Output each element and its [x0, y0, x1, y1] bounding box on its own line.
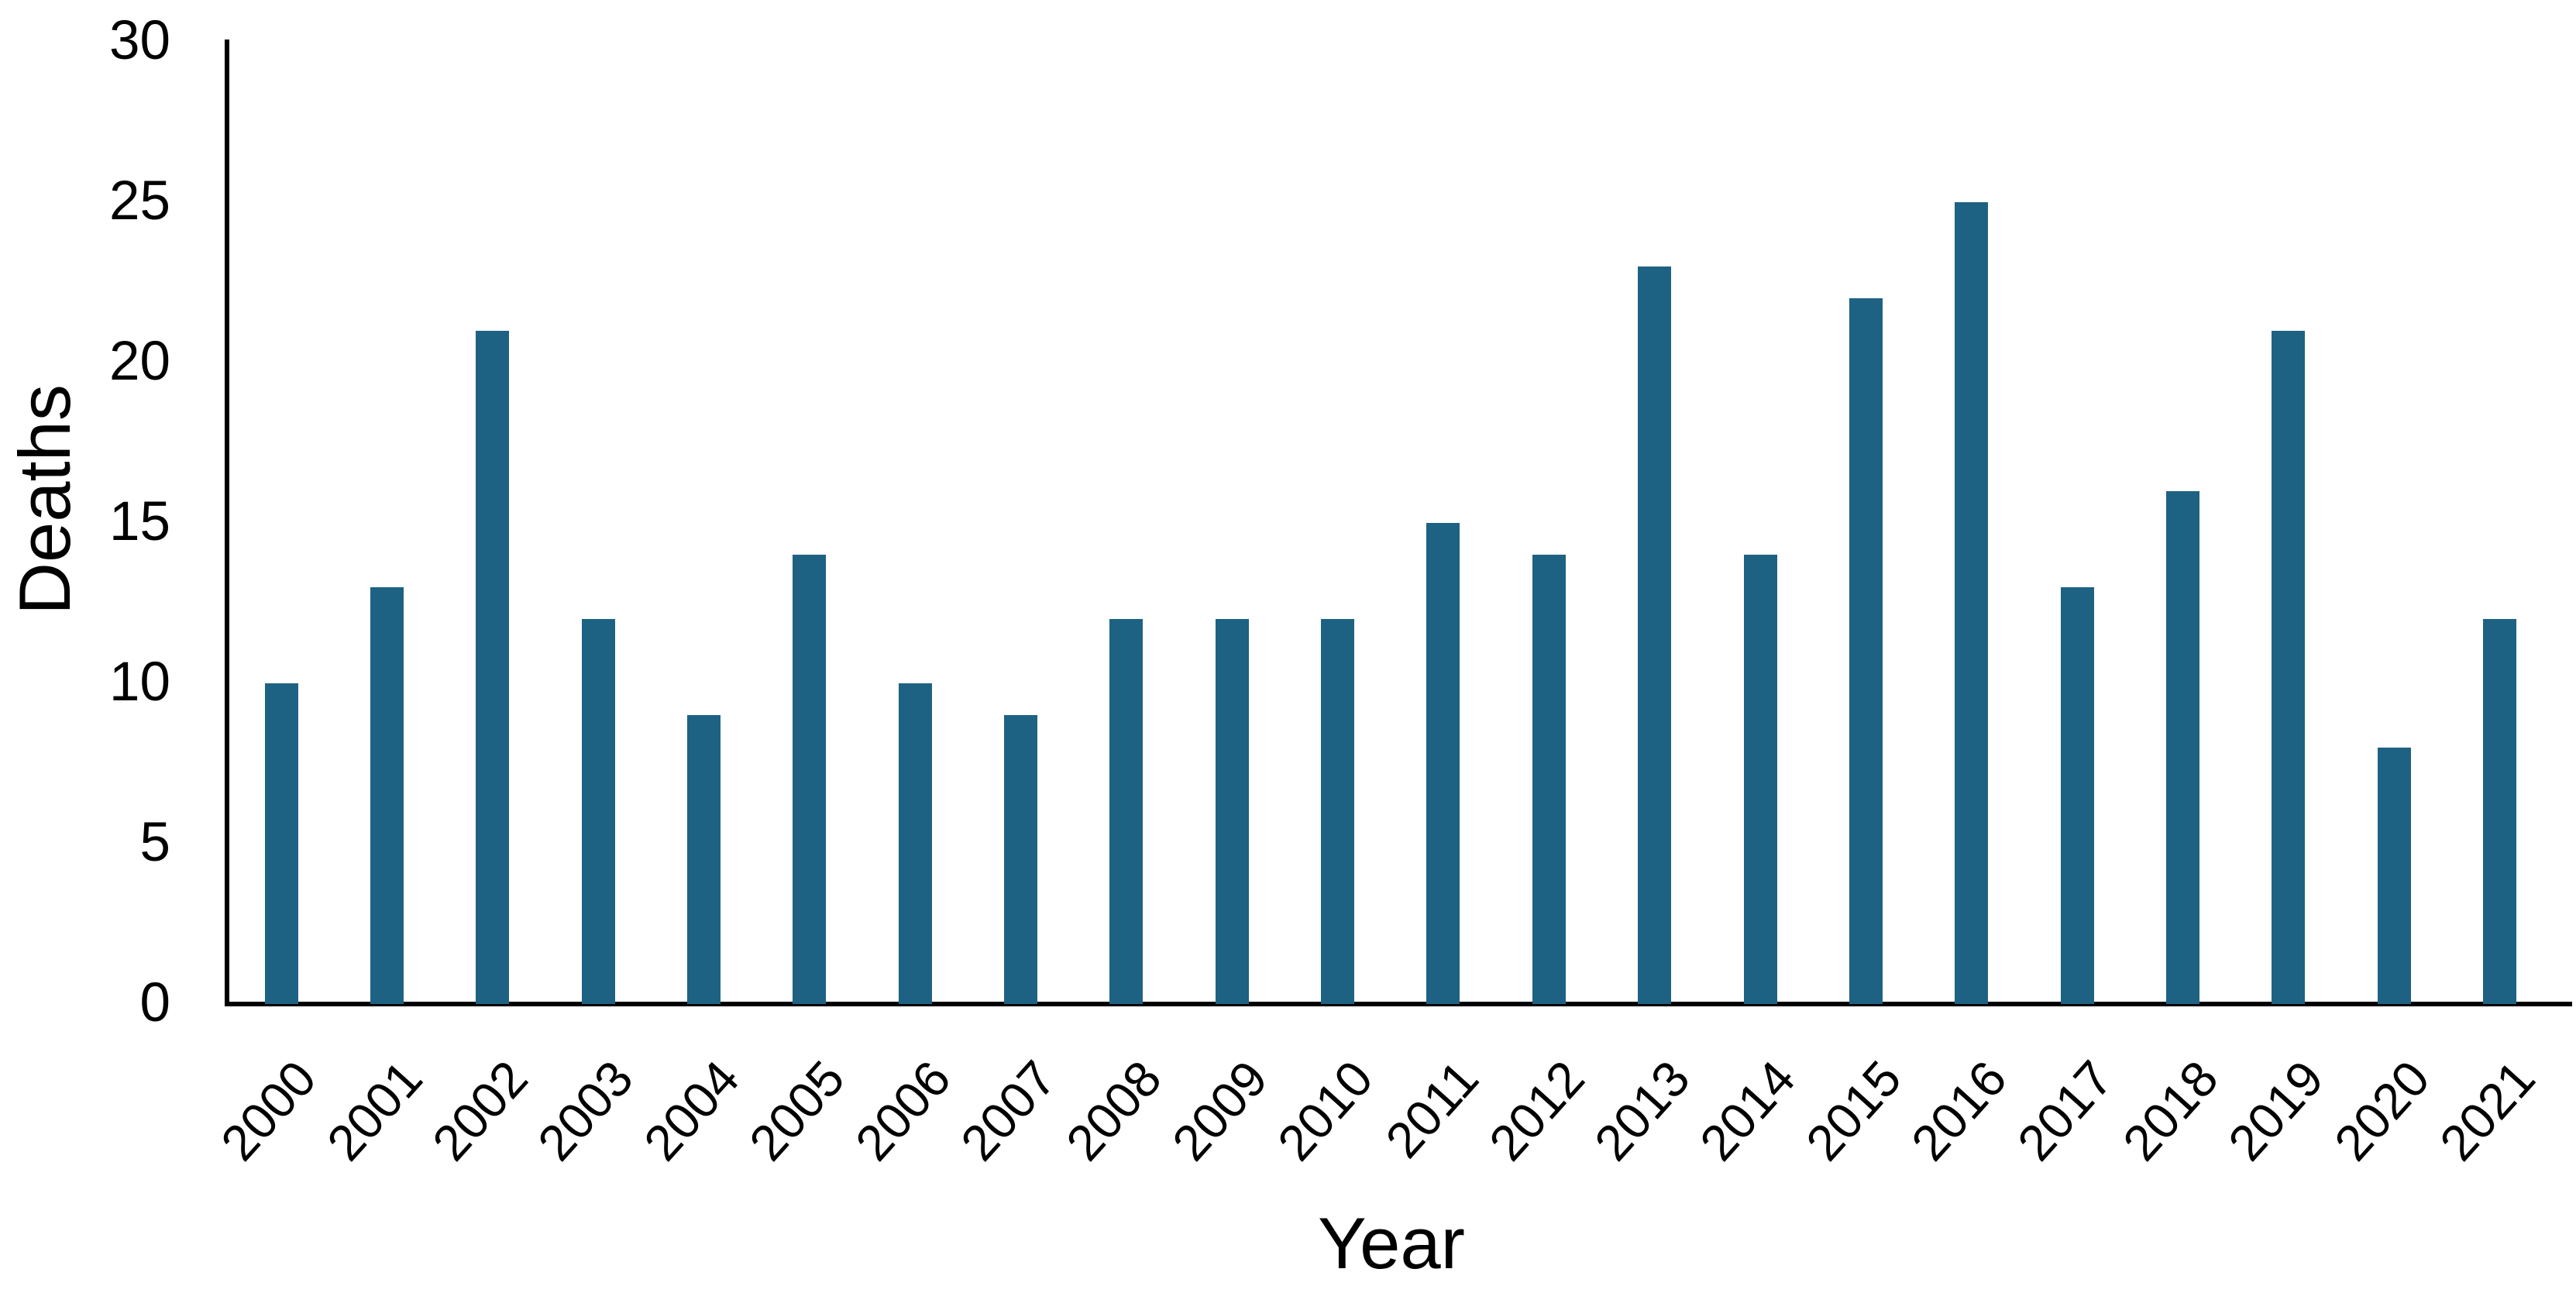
x-tick-label: 2006: [844, 1050, 961, 1171]
x-tick-label: 2020: [2323, 1050, 2440, 1171]
x-axis-line: [225, 1002, 2572, 1006]
x-tick-label: 2000: [210, 1050, 328, 1171]
x-tick-label: 2013: [1583, 1050, 1701, 1171]
x-tick-label: 2009: [1161, 1050, 1278, 1171]
bar-2011: [1426, 523, 1460, 1004]
x-tick-label: 2015: [1794, 1050, 1912, 1171]
bar-2010: [1321, 619, 1355, 1004]
bar-2020: [2377, 747, 2411, 1004]
bar-2001: [370, 586, 404, 1004]
bar-2006: [898, 683, 932, 1004]
bar-2014: [1743, 555, 1777, 1004]
y-axis-line: [225, 40, 229, 1006]
bar-2012: [1532, 555, 1566, 1004]
bar-2018: [2165, 490, 2199, 1004]
x-tick-label: 2002: [421, 1050, 538, 1171]
bar-2002: [476, 330, 510, 1004]
y-tick-20: 20: [109, 331, 170, 393]
bar-2013: [1638, 266, 1672, 1004]
x-axis-title: Year: [1318, 1202, 1465, 1284]
bar-2005: [793, 555, 827, 1004]
x-tick-label: 2001: [315, 1050, 433, 1171]
bar-2004: [686, 715, 721, 1004]
x-tick-label: 2010: [1266, 1050, 1384, 1171]
x-tick-label: 2008: [1055, 1050, 1173, 1171]
y-tick-25: 25: [109, 170, 170, 232]
x-tick-label: 2014: [1689, 1050, 1807, 1171]
bar-2015: [1849, 298, 1883, 1004]
bar-2016: [1955, 202, 1989, 1004]
x-tick-label: 2021: [2428, 1050, 2546, 1171]
bar-2017: [2060, 586, 2094, 1004]
y-tick-10: 10: [109, 652, 170, 714]
x-tick-label: 2007: [949, 1050, 1067, 1171]
y-tick-5: 5: [139, 812, 171, 874]
bar-2021: [2483, 619, 2517, 1004]
y-tick-0: 0: [139, 972, 171, 1034]
bar-2019: [2272, 330, 2306, 1004]
x-tick-label: 2012: [1477, 1050, 1595, 1171]
bar-2007: [1004, 715, 1038, 1004]
x-tick-label: 2018: [2111, 1050, 2229, 1171]
x-tick-label: 2003: [527, 1050, 645, 1171]
bar-2003: [581, 619, 615, 1004]
bar-2008: [1109, 619, 1144, 1004]
x-tick-label: 2017: [2006, 1050, 2124, 1171]
x-tick-label: 2004: [632, 1050, 750, 1171]
y-tick-30: 30: [109, 10, 170, 72]
x-tick-label: 2011: [1374, 1050, 1490, 1169]
bar-2009: [1215, 619, 1249, 1004]
x-tick-label: 2019: [2217, 1050, 2335, 1171]
x-tick-label: 2005: [738, 1050, 856, 1171]
bar-2000: [264, 683, 298, 1004]
x-tick-label: 2016: [1900, 1050, 2018, 1171]
y-tick-15: 15: [109, 491, 170, 553]
